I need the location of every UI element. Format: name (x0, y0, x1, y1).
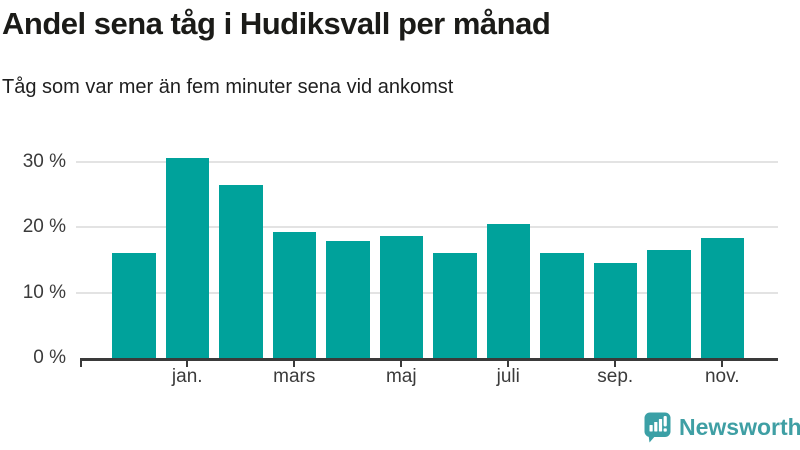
x-axis-tick (507, 361, 510, 367)
x-axis-tick-label: mars (273, 366, 316, 387)
x-axis-tick (80, 361, 82, 367)
bar-juni (433, 253, 477, 358)
x-axis-tick (721, 361, 724, 367)
bar-feb. (219, 185, 263, 358)
page-title: Andel sena tåg i Hudiksvall per månad (2, 6, 551, 41)
y-axis-tick-label: 20 % (22, 216, 66, 237)
newsworthy-logo-icon (644, 412, 671, 443)
x-axis-tick-label: juli (496, 366, 520, 387)
x-axis-tick (614, 361, 617, 367)
bar-aug. (540, 252, 584, 358)
bar-juli (486, 224, 530, 358)
x-axis-tick-label: maj (385, 366, 417, 387)
newsworthy-logo-text: Newsworthy (679, 414, 800, 440)
x-axis-tick-label: nov. (704, 366, 740, 387)
y-axis-tick-label: 0 % (33, 347, 66, 368)
y-gridline (76, 226, 778, 228)
bar-sep. (593, 263, 637, 358)
x-axis-line (80, 358, 778, 361)
bar-okt. (647, 249, 691, 358)
y-gridline (76, 160, 778, 163)
bar-dec. (112, 253, 156, 358)
y-gridline (76, 291, 778, 294)
newsworthy-logo: Newsworthy (644, 412, 800, 443)
bar-nov. (700, 238, 744, 358)
x-axis-tick-label: sep. (597, 366, 634, 387)
bar-maj (379, 236, 423, 358)
x-axis-tick-label: jan. (171, 366, 203, 387)
y-axis-tick-label: 30 % (22, 150, 66, 172)
bar-mars (272, 232, 316, 358)
page-subtitle: Tåg som var mer än fem minuter sena vid … (2, 76, 454, 98)
x-axis-tick (293, 361, 296, 367)
x-axis-tick (400, 361, 403, 367)
x-axis-tick (186, 361, 189, 367)
y-axis-tick-label: 10 % (22, 281, 66, 303)
bar-apr. (326, 241, 370, 358)
bar-jan. (165, 157, 209, 358)
